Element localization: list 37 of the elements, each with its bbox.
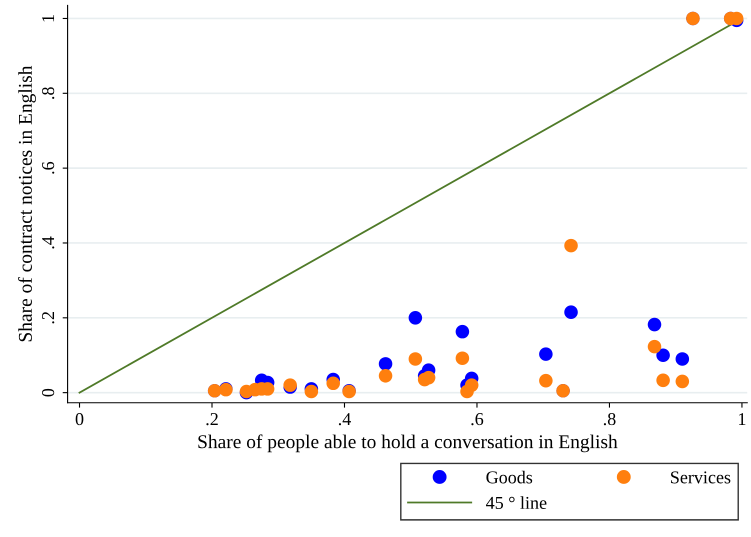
y-tick-label: .2 — [42, 312, 54, 324]
point — [456, 351, 470, 365]
y-axis-title: Share of contract notices in English — [18, 66, 36, 342]
x-tick-label: 1 — [739, 413, 746, 425]
point — [656, 348, 670, 362]
x-tick-label: .6 — [471, 413, 484, 426]
point — [408, 352, 422, 366]
point — [564, 238, 578, 252]
point — [648, 318, 662, 332]
y-tick-label: .4 — [42, 236, 54, 249]
point — [656, 374, 670, 388]
point — [539, 374, 553, 388]
point — [304, 384, 318, 398]
x-tick-label: .4 — [338, 413, 351, 426]
legend-label: Services — [671, 471, 730, 484]
x-axis-title: Share of people able to hold a conversation in English — [198, 434, 618, 452]
point — [326, 376, 340, 390]
x-tick-label: .8 — [604, 412, 616, 426]
point — [539, 347, 553, 361]
point — [456, 324, 470, 338]
legend-label: 45 ° line — [486, 496, 546, 509]
x-tick-label: .2 — [206, 413, 218, 426]
y-tick-label: .6 — [42, 162, 54, 174]
legend-label: Goods — [486, 470, 532, 484]
point — [648, 340, 662, 354]
point — [378, 357, 392, 371]
y-tick-label: 0 — [42, 388, 54, 396]
point — [464, 378, 478, 392]
point — [408, 311, 422, 325]
point — [676, 374, 690, 388]
x-tick-label: 0 — [76, 412, 84, 426]
point — [676, 352, 690, 366]
point — [564, 305, 578, 319]
point — [378, 369, 392, 383]
y-tick-label: 1 — [42, 15, 54, 22]
y-tick-label: .8 — [42, 87, 54, 99]
point — [422, 370, 436, 384]
